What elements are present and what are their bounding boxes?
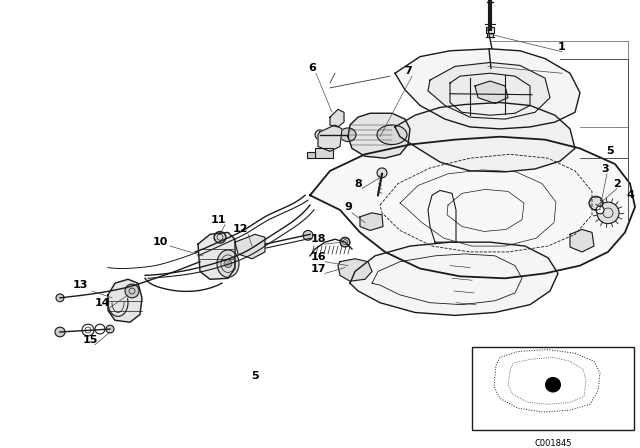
Circle shape [377,168,387,178]
Bar [486,27,494,33]
Text: 3: 3 [601,164,609,174]
Text: 14: 14 [94,298,110,308]
Text: 18: 18 [310,234,326,244]
Text: C001845: C001845 [534,439,572,448]
Bar [472,347,634,430]
Circle shape [125,284,139,298]
Text: 2: 2 [613,179,621,189]
Circle shape [82,324,94,336]
Text: 17: 17 [310,263,326,274]
Polygon shape [428,62,550,119]
Circle shape [214,232,226,243]
Ellipse shape [377,125,407,145]
Polygon shape [570,229,594,252]
Text: 16: 16 [310,252,326,262]
Text: 5: 5 [606,146,614,156]
Polygon shape [348,113,410,158]
Circle shape [106,325,114,333]
Text: 7: 7 [404,66,412,76]
Circle shape [315,130,325,140]
Circle shape [56,294,64,302]
Circle shape [596,206,604,214]
Bar [315,148,333,158]
Text: 11: 11 [211,215,226,225]
Text: 1: 1 [558,42,566,52]
Polygon shape [108,279,142,322]
Ellipse shape [340,128,356,142]
Circle shape [303,230,313,240]
Polygon shape [198,233,235,279]
Text: 5: 5 [251,371,259,381]
Circle shape [95,324,105,334]
Circle shape [340,237,350,247]
Polygon shape [475,81,508,103]
Circle shape [589,196,603,210]
Polygon shape [338,259,372,281]
Text: 4: 4 [626,190,634,200]
Polygon shape [318,125,342,151]
Circle shape [597,202,619,224]
Polygon shape [235,234,265,259]
Bar [487,33,493,37]
Text: 10: 10 [152,237,168,247]
Polygon shape [395,49,580,129]
Text: 12: 12 [232,224,248,234]
Polygon shape [330,109,344,127]
Polygon shape [310,137,635,278]
Circle shape [55,327,65,337]
Polygon shape [395,103,575,172]
Bar [307,152,315,158]
Text: 6: 6 [308,63,316,73]
Polygon shape [350,242,558,315]
Polygon shape [360,213,383,230]
Text: 9: 9 [344,202,352,212]
Text: 8: 8 [354,179,362,189]
Circle shape [545,377,561,392]
Text: 15: 15 [83,335,98,345]
Circle shape [224,260,232,267]
Text: 13: 13 [72,280,88,290]
Ellipse shape [217,250,239,277]
